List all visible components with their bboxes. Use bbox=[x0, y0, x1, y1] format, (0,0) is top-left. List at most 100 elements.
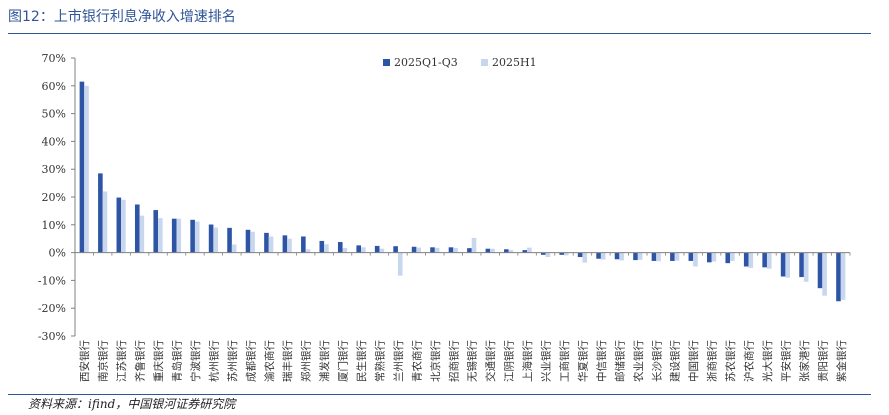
bar-h1 bbox=[231, 244, 237, 253]
bar-q1q3 bbox=[817, 252, 823, 289]
x-category-label: 渝农商行 bbox=[263, 340, 276, 382]
bar-h1 bbox=[250, 231, 255, 253]
y-tick-label: 10% bbox=[42, 219, 66, 232]
bar-q1q3 bbox=[522, 250, 528, 253]
bar-q1q3 bbox=[411, 246, 417, 253]
bar-q1q3 bbox=[153, 210, 159, 253]
bar-h1 bbox=[545, 252, 551, 258]
bar-h1 bbox=[711, 252, 717, 262]
bar-h1 bbox=[361, 247, 366, 253]
x-category-label: 浙商银行 bbox=[706, 340, 719, 382]
bar-h1 bbox=[766, 252, 772, 269]
bar-h1 bbox=[840, 252, 846, 300]
title-rule bbox=[8, 33, 871, 34]
x-category-label: 重庆银行 bbox=[152, 340, 165, 382]
x-category-label: 招商银行 bbox=[447, 340, 460, 382]
x-category-label: 杭州银行 bbox=[207, 340, 220, 382]
bar-q1q3 bbox=[356, 245, 362, 253]
bar-h1 bbox=[748, 252, 754, 268]
bar-chart: -30% -20% -10% 0% 10% 20% 30% 40% 50% 60% 70% 西安银行… bbox=[38, 52, 851, 382]
bar-q1q3 bbox=[374, 245, 380, 253]
x-category-label: 郑州银行 bbox=[300, 340, 313, 382]
bar-h1 bbox=[158, 218, 163, 253]
bar-h1 bbox=[268, 236, 274, 253]
x-category-label: 沪农商行 bbox=[743, 340, 756, 382]
x-category-label: 成都银行 bbox=[244, 340, 257, 382]
bar-h1 bbox=[194, 221, 200, 253]
bar-q1q3 bbox=[670, 252, 675, 261]
y-tick-label: -20% bbox=[38, 302, 66, 315]
x-category-label: 无锡银行 bbox=[466, 340, 479, 382]
x-category-label: 苏农银行 bbox=[724, 340, 737, 382]
x-category-label: 浦发银行 bbox=[318, 340, 331, 382]
bar-q1q3 bbox=[245, 229, 251, 253]
bar-h1 bbox=[619, 252, 624, 261]
x-category-label: 工商银行 bbox=[558, 340, 571, 382]
bar-q1q3 bbox=[577, 252, 583, 258]
bar-h1 bbox=[305, 249, 311, 253]
bar-h1 bbox=[416, 247, 421, 253]
bar-q1q3 bbox=[134, 204, 140, 253]
bar-h1 bbox=[102, 191, 108, 253]
x-category-label: 齐鲁银行 bbox=[134, 340, 147, 382]
x-category-label: 宁波银行 bbox=[189, 340, 202, 382]
x-category-label: 江阴银行 bbox=[503, 340, 516, 382]
x-category-label: 西安银行 bbox=[78, 340, 91, 382]
bar-h1 bbox=[84, 85, 89, 253]
bar-q1q3 bbox=[337, 242, 343, 253]
y-tick-label: 50% bbox=[42, 108, 66, 121]
y-tick-label: 40% bbox=[42, 135, 66, 148]
legend-swatch bbox=[481, 59, 488, 66]
figure-title: 图12：上市银行利息净收入增速排名 bbox=[8, 9, 236, 25]
x-category-label: 中国银行 bbox=[687, 340, 700, 382]
bar-h1 bbox=[379, 248, 385, 253]
x-category-label: 常熟银行 bbox=[373, 340, 386, 382]
bar-h1 bbox=[213, 227, 218, 253]
y-tick-label: 70% bbox=[42, 52, 66, 65]
bar-h1 bbox=[693, 252, 698, 267]
bar-q1q3 bbox=[301, 236, 306, 253]
bar-q1q3 bbox=[393, 246, 398, 253]
x-category-label: 上海银行 bbox=[521, 340, 534, 382]
bar-h1 bbox=[582, 252, 588, 263]
bar-q1q3 bbox=[762, 252, 767, 268]
bar-h1 bbox=[176, 218, 182, 253]
x-category-label: 张家港行 bbox=[798, 340, 811, 382]
x-category-label: 苏州银行 bbox=[226, 340, 239, 382]
bar-q1q3 bbox=[836, 252, 841, 302]
bar-q1q3 bbox=[633, 252, 638, 261]
bar-q1q3 bbox=[264, 232, 269, 253]
bar-h1 bbox=[139, 215, 145, 253]
bar-h1 bbox=[490, 248, 495, 253]
bar-q1q3 bbox=[540, 252, 546, 255]
y-tick-label: 30% bbox=[42, 163, 66, 176]
x-category-label: 交通银行 bbox=[484, 340, 497, 382]
bar-h1 bbox=[637, 252, 643, 260]
bar-h1 bbox=[822, 252, 827, 296]
bar-h1 bbox=[287, 238, 292, 253]
bar-q1q3 bbox=[319, 240, 325, 253]
source-rule bbox=[8, 394, 871, 395]
bar-q1q3 bbox=[98, 173, 103, 253]
legend: 2025Q1-Q3 2025H1 bbox=[383, 56, 537, 69]
bar-h1 bbox=[656, 252, 661, 262]
x-category-label: 邮储银行 bbox=[613, 340, 626, 382]
y-tick-label: 60% bbox=[42, 80, 66, 93]
bar-q1q3 bbox=[430, 247, 435, 253]
bar-q1q3 bbox=[688, 252, 694, 261]
y-tick-label: 20% bbox=[42, 191, 66, 204]
bar-q1q3 bbox=[799, 252, 804, 278]
bar-h1 bbox=[471, 237, 477, 253]
bar-h1 bbox=[674, 252, 680, 261]
y-tick-label: 0% bbox=[49, 247, 66, 260]
bar-h1 bbox=[730, 252, 735, 261]
x-category-label: 北京银行 bbox=[429, 340, 442, 382]
x-category-label: 南京银行 bbox=[97, 340, 110, 382]
bar-h1 bbox=[397, 252, 403, 276]
bar-h1 bbox=[600, 252, 606, 260]
bar-h1 bbox=[508, 250, 514, 253]
x-category-label: 兰州银行 bbox=[392, 340, 405, 382]
x-category-label: 民生银行 bbox=[355, 340, 368, 382]
x-category-label: 紫金银行 bbox=[835, 340, 848, 382]
bar-q1q3 bbox=[485, 248, 491, 253]
